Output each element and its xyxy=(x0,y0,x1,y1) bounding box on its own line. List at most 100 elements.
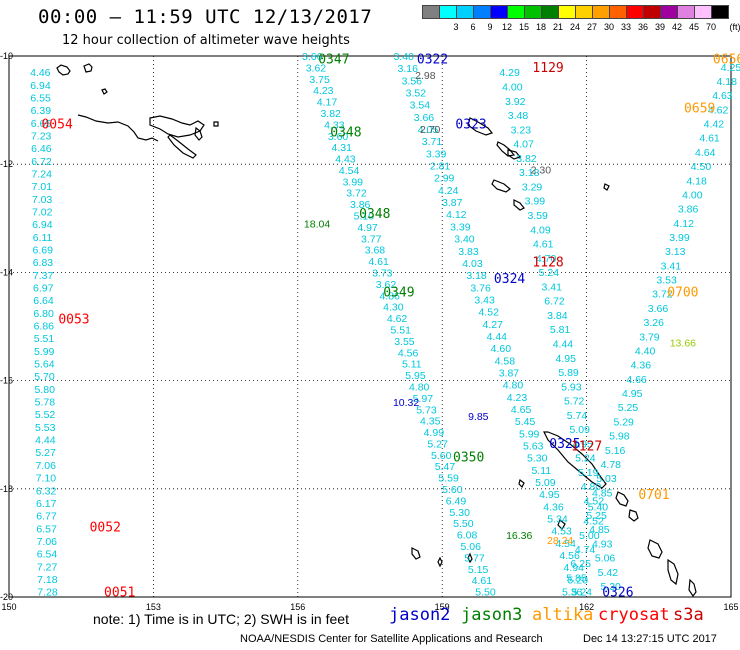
track-time-labels: 0347 0322 0656 1129 0659 0054 0323 0348 0348 1128… xyxy=(41,53,740,601)
swh-value-cryosat: 6.11 xyxy=(33,232,53,244)
legend-altika: altika xyxy=(532,605,594,625)
pass-time-jason2: 0326 xyxy=(602,586,633,601)
coastline-solomons-3 xyxy=(507,149,522,160)
swh-value-altika: 5.25 xyxy=(586,510,607,522)
pass-time-s3a: 1129 xyxy=(532,61,563,76)
generated-timestamp: Dec 14 13:27:15 UTC 2017 xyxy=(583,633,717,645)
swh-value-altika: 5.24 xyxy=(575,453,596,465)
swh-value-s3a: 5.29 xyxy=(613,416,634,428)
colorbar-label: 24 xyxy=(569,22,580,32)
swh-value-altika: 5.72 xyxy=(564,396,585,408)
swh-value-cryosat: 7.27 xyxy=(37,561,58,573)
swh-value-jason3: 5.95 xyxy=(405,370,426,382)
colorbar-label: 30 xyxy=(603,22,614,32)
swh-value-jason3: 5.97 xyxy=(413,393,434,405)
swh-value-jason3: 5.15 xyxy=(468,564,489,576)
pass-time-jason2: 0325 xyxy=(549,437,580,452)
swh-value-altika: 4.93 xyxy=(592,538,613,550)
swh-value-jason3: 5.77 xyxy=(464,552,485,564)
coastline-reef-2 xyxy=(667,558,679,586)
swh-value-jason3: 4.62 xyxy=(387,313,408,325)
swh-value-altika: 5.93 xyxy=(561,381,582,393)
swh-value-jason3: 3.60 xyxy=(328,131,349,143)
swh-value-altika: 4.52 xyxy=(584,496,605,508)
pass-time-jason3: 0347 xyxy=(318,53,349,68)
swh-value-jason2: 3.76 xyxy=(470,282,491,294)
swh-value-jason2: 4.56 xyxy=(559,550,580,562)
swh-value-s3a: 5.36 xyxy=(562,587,583,599)
swh-value-cryosat: 5.70 xyxy=(34,371,55,383)
pass-time-jason3: 0350 xyxy=(453,450,484,465)
swh-value-jason2: 3.52 xyxy=(406,88,427,100)
swh-value-altika: 3.84 xyxy=(547,310,568,322)
swh-value-jason3: 5.10 xyxy=(354,211,375,223)
swh-value-cryosat: 7.06 xyxy=(36,460,57,472)
colorbar-unit: (ft) xyxy=(729,22,740,32)
lat-tick-label: -12 xyxy=(0,159,13,169)
swh-value-altika: 4.07 xyxy=(513,139,534,151)
swh-value-jason3: 4.43 xyxy=(335,154,356,166)
swh-value-jason2: 5.45 xyxy=(515,416,536,428)
swh-value-s3a: 4.50 xyxy=(691,161,712,173)
swh-value-jason3: 4.56 xyxy=(398,347,419,359)
swh-value-jason2: 4.36 xyxy=(543,501,564,513)
coastline-png-island-2 xyxy=(83,63,93,73)
swh-value-jason2: 3.87 xyxy=(442,197,463,209)
swh-value-s3a: 4.63 xyxy=(712,90,733,102)
swh-value-jason3: 4.33 xyxy=(324,119,345,131)
swh-value-jason3: 4.30 xyxy=(383,302,404,314)
swh-value-s3a: 4.85 xyxy=(592,487,613,499)
swh-value-jason2: 5.11 xyxy=(531,465,551,477)
coastline-chesterfield-1 xyxy=(411,547,421,560)
swh-value-jason3: 5.51 xyxy=(391,324,412,336)
swh-value-altika: 4.44 xyxy=(553,338,574,350)
swh-value-cryosat: 6.55 xyxy=(30,93,51,105)
lat-tick-label: -16 xyxy=(0,376,13,386)
swh-value-s3a: 4.52 xyxy=(583,516,604,528)
swh-value-jason3: 5.59 xyxy=(438,473,459,485)
swh-value-jason3: 5.60 xyxy=(442,484,463,496)
page-subtitle: 12 hour collection of altimeter wave hei… xyxy=(62,33,350,48)
swh-value-jason3: 3.82 xyxy=(320,108,341,120)
pass-time-jason3: 0348 xyxy=(359,207,390,222)
swh-value-s3a: 5.00 xyxy=(579,530,600,542)
swh-value-altika: 5.09 xyxy=(570,424,591,436)
swh-value-highlight: 2.70 xyxy=(420,124,441,136)
swh-value-jason3: 4.54 xyxy=(339,165,360,177)
swh-value-jason2: 3.16 xyxy=(398,63,419,75)
legend-jason2: jason2 xyxy=(389,605,451,625)
swh-value-jason2: 3.71 xyxy=(422,136,443,148)
swh-value-cryosat: 6.97 xyxy=(33,283,54,295)
swh-value-jason2: 3.54 xyxy=(410,100,431,112)
swh-value-jason3: 4.23 xyxy=(313,85,334,97)
swh-value-altika: 3.92 xyxy=(505,96,526,108)
swh-value-jason2: 4.52 xyxy=(478,307,499,319)
swh-value-jason3: 4.17 xyxy=(317,97,338,109)
swh-value-jason2: 5.63 xyxy=(523,441,544,453)
swh-value-cryosat: 7.23 xyxy=(31,131,52,143)
swh-value-altika: 4.85 xyxy=(589,524,610,536)
coastline-solomons-1 xyxy=(467,117,494,136)
colorbar-label: 12 xyxy=(501,22,512,32)
swh-value-jason2: 4.05 xyxy=(418,124,439,136)
swh-value-jason3: 5.50 xyxy=(453,518,474,530)
coastline-loyalty-1 xyxy=(615,491,629,507)
swh-value-altika: 4.00 xyxy=(502,82,523,94)
swh-value-jason2: 4.23 xyxy=(507,392,528,404)
coastlines xyxy=(56,63,697,598)
lon-tick-label: 156 xyxy=(290,602,305,612)
swh-value-jason2: 3.66 xyxy=(414,112,435,124)
swh-value-cryosat: 6.94 xyxy=(30,80,51,92)
swh-value-s3a: 3.41 xyxy=(661,260,682,272)
swh-value-cryosat: 7.37 xyxy=(33,270,54,282)
swh-value-jason2: 4.44 xyxy=(487,331,508,343)
pass-time-cryosat: 0052 xyxy=(90,521,121,536)
swh-value-cryosat: 6.54 xyxy=(37,549,58,561)
swh-value-s3a: 4.12 xyxy=(674,218,695,230)
swh-value-cryosat: 7.18 xyxy=(37,574,58,586)
swh-value-cryosat: 6.86 xyxy=(34,321,55,333)
swh-value-jason3: 4.97 xyxy=(357,222,378,234)
pass-time-altika: 0659 xyxy=(684,101,715,116)
swh-value-jason3: 5.47 xyxy=(435,461,456,473)
coastline-reef-4 xyxy=(518,478,525,489)
